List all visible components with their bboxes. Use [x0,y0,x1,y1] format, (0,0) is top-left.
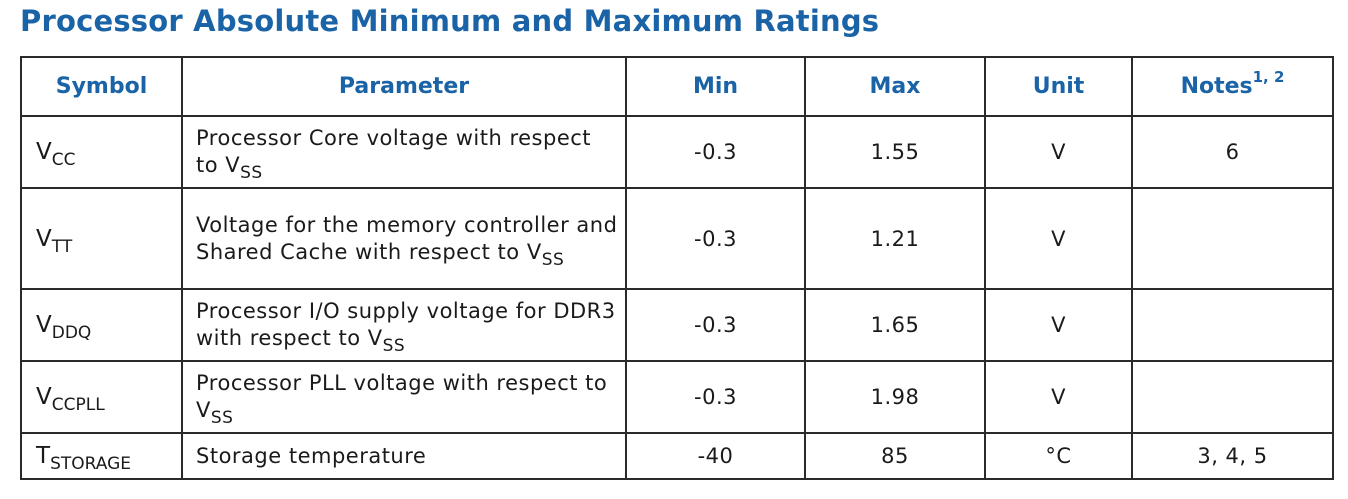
header-notes-label: Notes [1180,74,1253,99]
table-row: VCCPLL Processor PLL voltage with respec… [20,360,1334,434]
parameter-subscript: SS [210,408,234,428]
symbol-cell: VCCPLL [20,360,183,434]
max-cell: 85 [804,432,986,480]
header-notes: Notes1, 2 [1131,56,1334,117]
symbol-subscript: CCPLL [51,395,105,415]
min-cell: -0.3 [625,360,806,434]
symbol-main: V [36,139,52,165]
max-cell: 1.65 [804,288,986,362]
header-parameter: Parameter [181,56,627,117]
symbol-main: V [36,225,52,252]
symbol-cell: TSTORAGE [20,432,183,480]
symbol-subscript: STORAGE [50,454,131,474]
max-cell: 1.98 [804,360,986,434]
symbol-main: V [36,384,52,410]
symbol-subscript: TT [51,236,73,257]
symbol-subscript: DDQ [51,323,92,343]
parameter-subscript: SS [541,249,565,270]
parameter-cell: Processor PLL voltage with respect to VS… [181,360,627,434]
unit-cell: °C [984,432,1133,480]
parameter-cell: Processor Core voltage with respect to V… [181,115,627,189]
min-cell: -0.3 [625,288,806,362]
table-header-row: Symbol Parameter Min Max Unit Notes1, 2 [20,56,1334,117]
ratings-table: Symbol Parameter Min Max Unit Notes1, 2 … [20,56,1334,480]
notes-cell: 6 [1131,115,1334,189]
header-max: Max [804,56,986,117]
parameter-subscript: SS [240,163,263,183]
symbol-cell: VTT [20,187,183,290]
max-cell: 1.21 [804,187,986,290]
page-title: Processor Absolute Minimum and Maximum R… [20,4,880,38]
parameter-cell: Storage temperature [181,432,627,480]
symbol-cell: VDDQ [20,288,183,362]
notes-cell [1131,360,1334,434]
min-cell: -0.3 [625,187,806,290]
header-symbol: Symbol [20,56,183,117]
unit-cell: V [984,115,1133,189]
min-cell: -40 [625,432,806,480]
header-min: Min [625,56,806,117]
table-row: VCC Processor Core voltage with respect … [20,115,1334,189]
notes-cell [1131,288,1334,362]
header-unit: Unit [984,56,1133,117]
unit-cell: V [984,187,1133,290]
header-notes-superscript: 1, 2 [1252,67,1285,86]
table-row: VTT Voltage for the memory controller an… [20,187,1334,290]
max-cell: 1.55 [804,115,986,189]
parameter-cell: Voltage for the memory controller and Sh… [181,187,627,290]
min-cell: -0.3 [625,115,806,189]
table-row: TSTORAGE Storage temperature -40 85 °C 3… [20,432,1334,480]
notes-cell [1131,187,1334,290]
unit-cell: V [984,360,1133,434]
symbol-main: V [36,312,52,338]
table-row: VDDQ Processor I/O supply voltage for DD… [20,288,1334,362]
symbol-main: T [36,443,51,469]
parameter-text: Processor Core voltage with respect to V [196,126,592,177]
symbol-subscript: CC [51,150,76,170]
parameter-subscript: SS [382,336,406,356]
unit-cell: V [984,288,1133,362]
parameter-text: Processor PLL voltage with respect to V [196,371,608,422]
symbol-cell: VCC [20,115,183,189]
parameter-cell: Processor I/O supply voltage for DDR3 wi… [181,288,627,362]
parameter-text: Voltage for the memory controller and Sh… [196,212,618,264]
notes-cell: 3, 4, 5 [1131,432,1334,480]
parameter-text: Storage temperature [196,443,427,468]
parameter-text: Processor I/O supply voltage for DDR3 wi… [196,299,616,350]
